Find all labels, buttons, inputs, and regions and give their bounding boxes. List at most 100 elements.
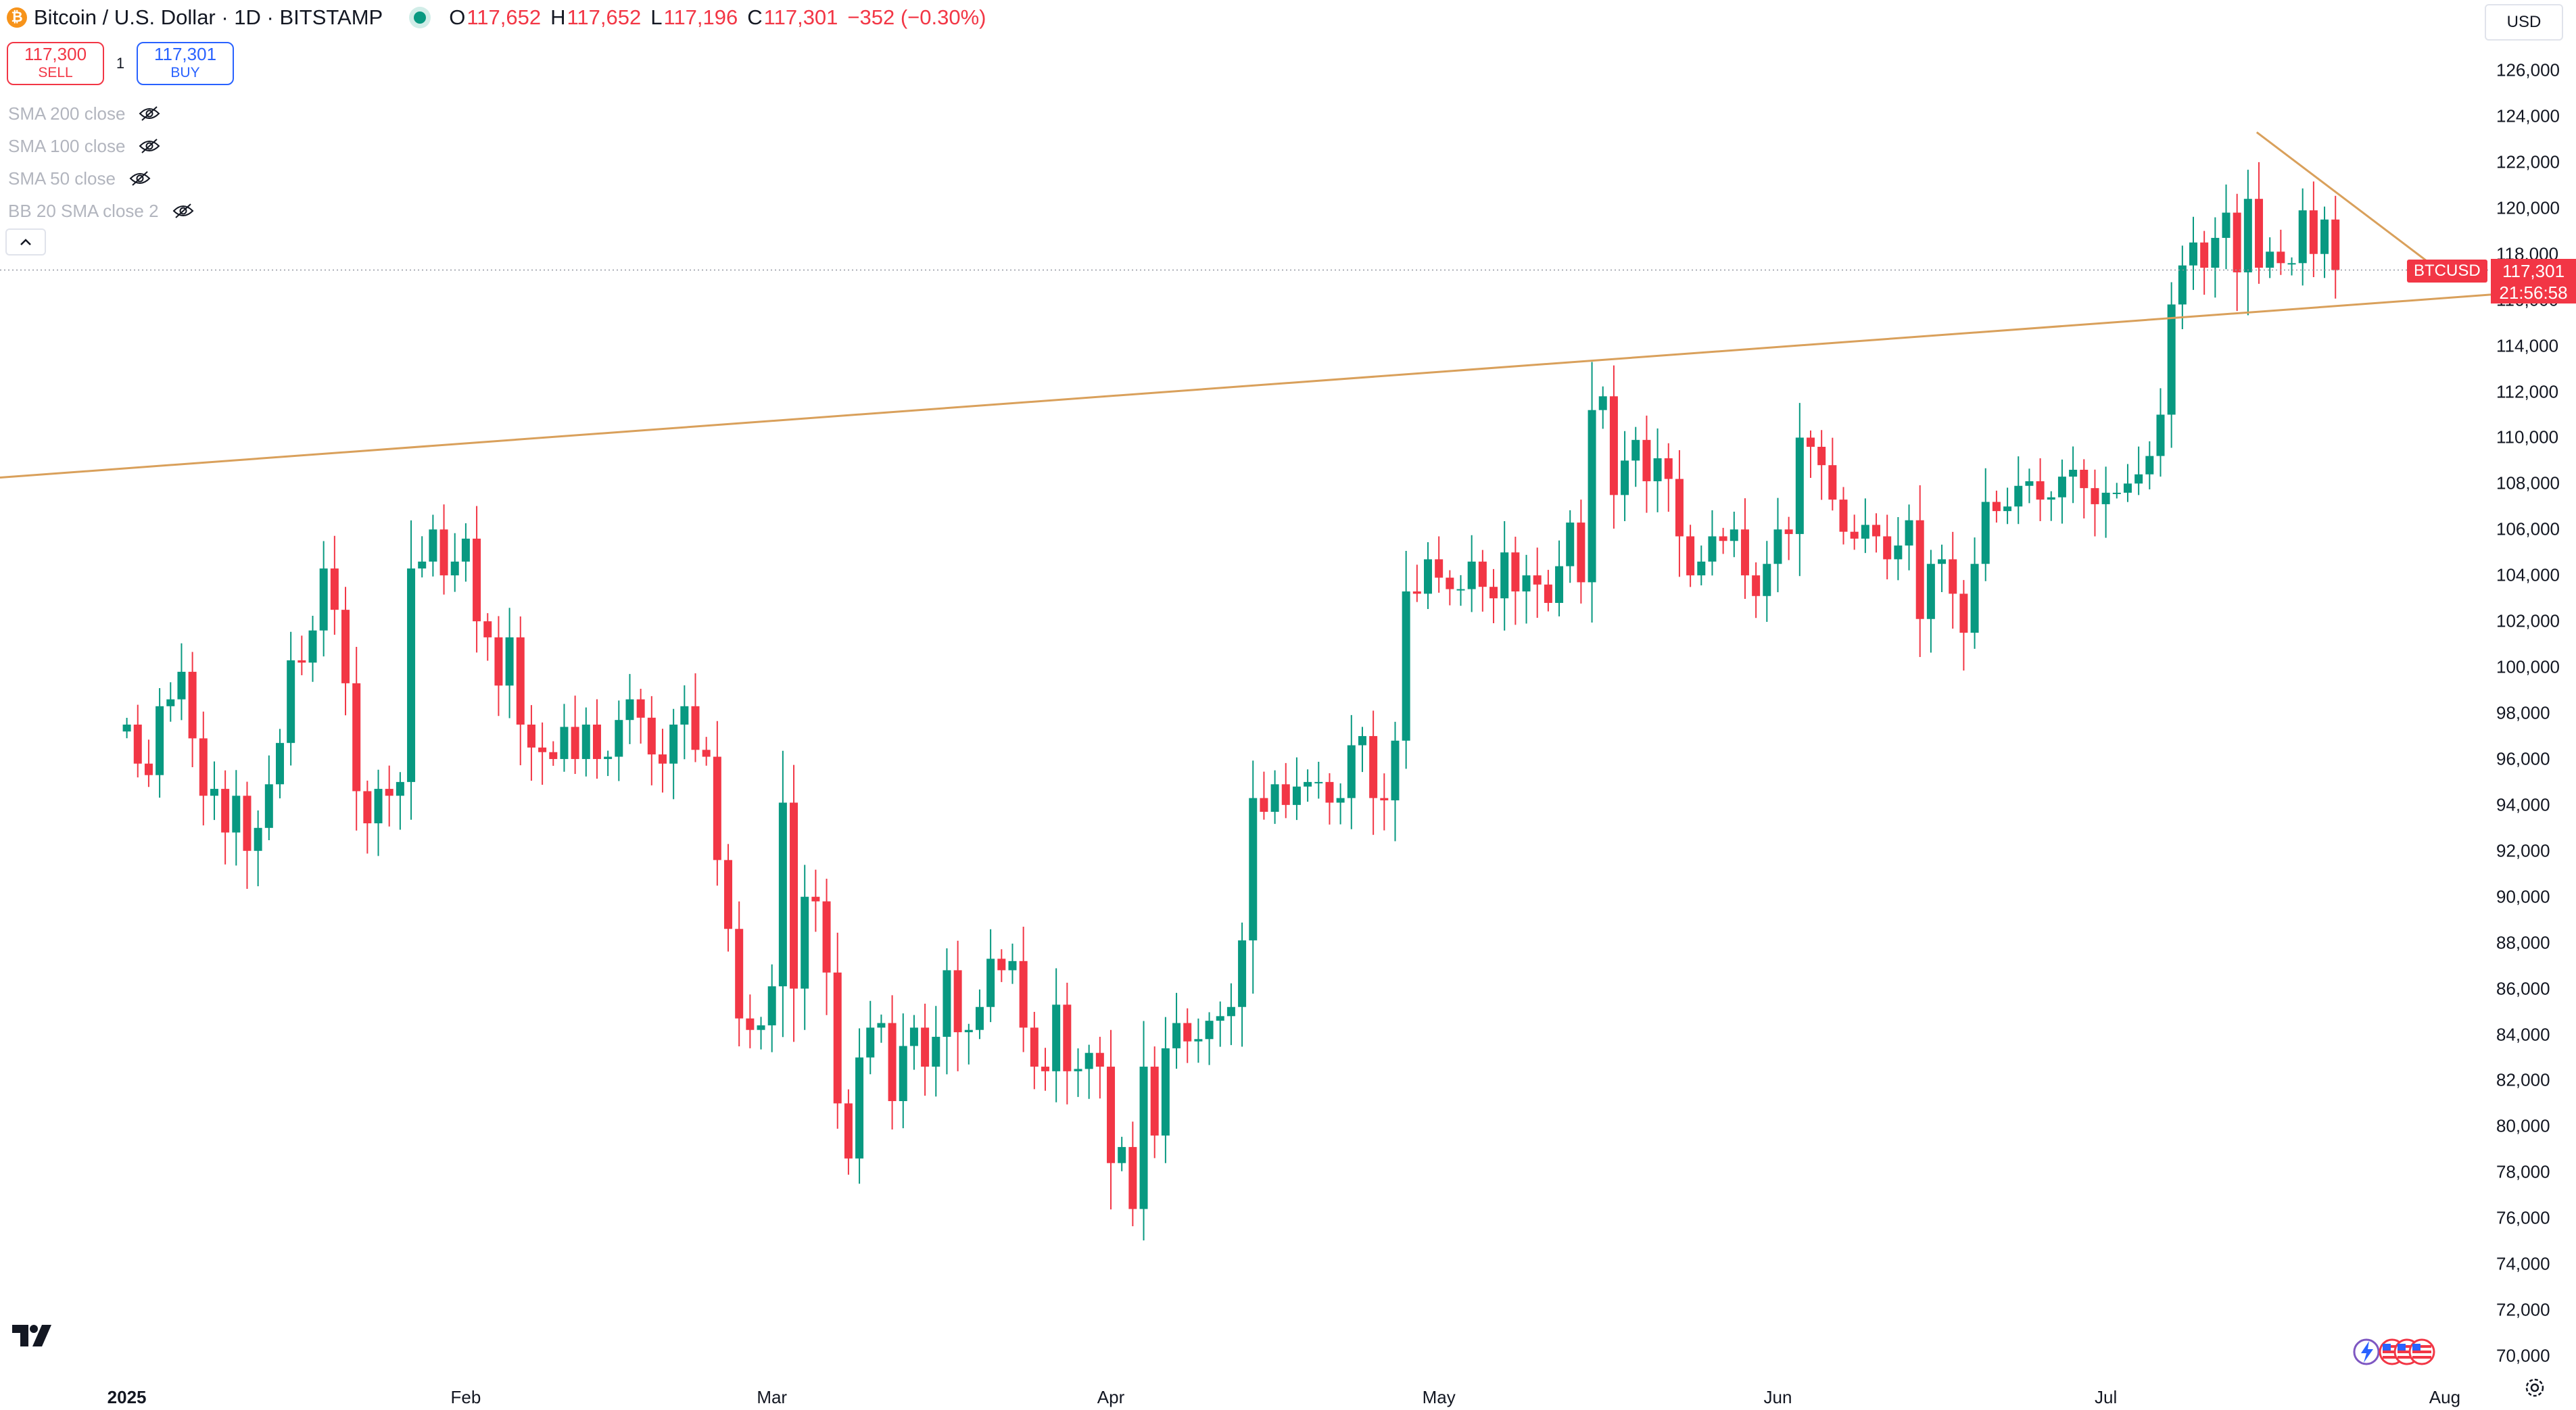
candle-up xyxy=(1894,545,1903,560)
price-axis-tick: 104,000 xyxy=(2496,564,2560,585)
symbol-title: Bitcoin / U.S. Dollar · 1D · BITSTAMP xyxy=(34,5,383,29)
candle-up xyxy=(964,1029,973,1033)
candle-up xyxy=(254,827,262,851)
sell-button[interactable]: 117,300 SELL xyxy=(7,42,104,85)
candle-up xyxy=(177,671,186,700)
candle-up xyxy=(877,1023,886,1028)
indicator-sma-100[interactable]: SMA 100 close xyxy=(8,130,194,162)
price-axis-tick: 88,000 xyxy=(2496,932,2550,953)
candle-down xyxy=(494,637,503,686)
chevron-up-icon xyxy=(20,239,31,245)
buy-button[interactable]: 117,301 BUY xyxy=(137,42,234,85)
candle-up xyxy=(2167,304,2176,415)
candle-up xyxy=(418,561,427,569)
candle-up xyxy=(986,958,995,1007)
eye-off-icon[interactable] xyxy=(139,138,160,154)
candle-up xyxy=(264,784,273,828)
candle-up xyxy=(2243,199,2252,272)
candle-down xyxy=(1806,437,1815,447)
candle-down xyxy=(297,660,306,663)
trade-quantity[interactable]: 1 xyxy=(116,55,125,72)
candle-up xyxy=(1270,784,1279,812)
candle-up xyxy=(975,1006,984,1030)
candle-down xyxy=(1544,584,1552,603)
candle-up xyxy=(1631,439,1640,461)
indicator-sma-50[interactable]: SMA 50 close xyxy=(8,162,194,195)
candle-down xyxy=(1063,1004,1072,1071)
candle-up xyxy=(2112,492,2121,494)
candle-up xyxy=(1238,940,1247,1007)
candle-down xyxy=(953,970,962,1033)
candle-up xyxy=(1981,502,1990,564)
events-icons[interactable] xyxy=(2352,1333,2446,1371)
candle-down xyxy=(527,724,535,748)
price-axis-tick: 74,000 xyxy=(2496,1253,2550,1274)
candles-layer xyxy=(122,162,2340,1241)
candle-down xyxy=(2091,488,2099,504)
settings-gear-icon[interactable] xyxy=(2523,1376,2546,1399)
symbol-legend[interactable]: ₿ Bitcoin / U.S. Dollar · 1D · BITSTAMP … xyxy=(7,5,986,30)
candle-up xyxy=(2222,212,2231,238)
candle-down xyxy=(702,750,711,757)
candle-down xyxy=(341,610,350,683)
candle-up xyxy=(1500,552,1509,599)
eye-off-icon[interactable] xyxy=(129,170,151,187)
candle-down xyxy=(188,671,197,739)
eye-off-icon[interactable] xyxy=(172,203,194,219)
candle-down xyxy=(735,929,744,1019)
candle-down xyxy=(2255,199,2264,268)
candle-down xyxy=(385,789,393,796)
candle-down xyxy=(473,538,481,622)
low-value: 117,196 xyxy=(663,5,738,29)
candle-down xyxy=(1686,536,1695,576)
currency-selector[interactable]: USD xyxy=(2485,4,2563,41)
sell-price: 117,300 xyxy=(24,44,87,64)
time-axis-tick: Aug xyxy=(2429,1387,2461,1407)
candle-down xyxy=(133,724,142,764)
candle-down xyxy=(790,802,798,989)
indicator-bb-20[interactable]: BB 20 SMA close 2 xyxy=(8,195,194,227)
tradingview-logo-icon[interactable] xyxy=(12,1325,54,1349)
candle-down xyxy=(1107,1067,1116,1163)
eye-off-icon[interactable] xyxy=(139,105,160,122)
price-axis-tick: 96,000 xyxy=(2496,748,2550,769)
candle-up xyxy=(1621,460,1629,495)
time-axis-tick: 2025 xyxy=(107,1387,147,1407)
price-axis-tick: 120,000 xyxy=(2496,197,2560,218)
candle-down xyxy=(2309,210,2318,254)
candle-down xyxy=(1740,529,1749,576)
price-axis-tick: 70,000 xyxy=(2496,1345,2550,1366)
candle-up xyxy=(866,1027,875,1058)
candle-up xyxy=(932,1036,940,1067)
candle-up xyxy=(2145,456,2154,475)
price-axis-tick: 90,000 xyxy=(2496,886,2550,907)
candle-up xyxy=(2266,251,2274,268)
time-axis-tick: Feb xyxy=(450,1387,481,1407)
collapse-legend-button[interactable] xyxy=(5,228,46,256)
candle-down xyxy=(538,747,547,752)
candle-up xyxy=(1216,1016,1224,1021)
us-flag-event-icon xyxy=(2408,1338,2435,1365)
price-axis-tick: 110,000 xyxy=(2496,427,2559,447)
candle-up xyxy=(374,789,383,824)
change-value: −352 (−0.30%) xyxy=(847,5,986,29)
candle-up xyxy=(778,802,787,987)
price-axis-tick: 84,000 xyxy=(2496,1024,2550,1044)
candle-down xyxy=(144,763,153,775)
indicator-sma-200[interactable]: SMA 200 close xyxy=(8,97,194,130)
candle-down xyxy=(2233,212,2241,272)
candle-up xyxy=(1653,458,1662,481)
candle-down xyxy=(844,1103,853,1159)
candle-up xyxy=(1598,396,1607,410)
candle-up xyxy=(1708,536,1717,562)
candle-up xyxy=(1555,566,1564,603)
candle-down xyxy=(1183,1023,1192,1042)
indicator-list: SMA 200 close SMA 100 close SMA 50 close… xyxy=(8,97,194,227)
open-label: O xyxy=(449,5,466,29)
candle-up xyxy=(1861,525,1869,539)
candle-up xyxy=(2047,497,2055,500)
candle-down xyxy=(1260,798,1268,812)
candle-down xyxy=(921,1027,930,1067)
candle-up xyxy=(1314,781,1323,783)
